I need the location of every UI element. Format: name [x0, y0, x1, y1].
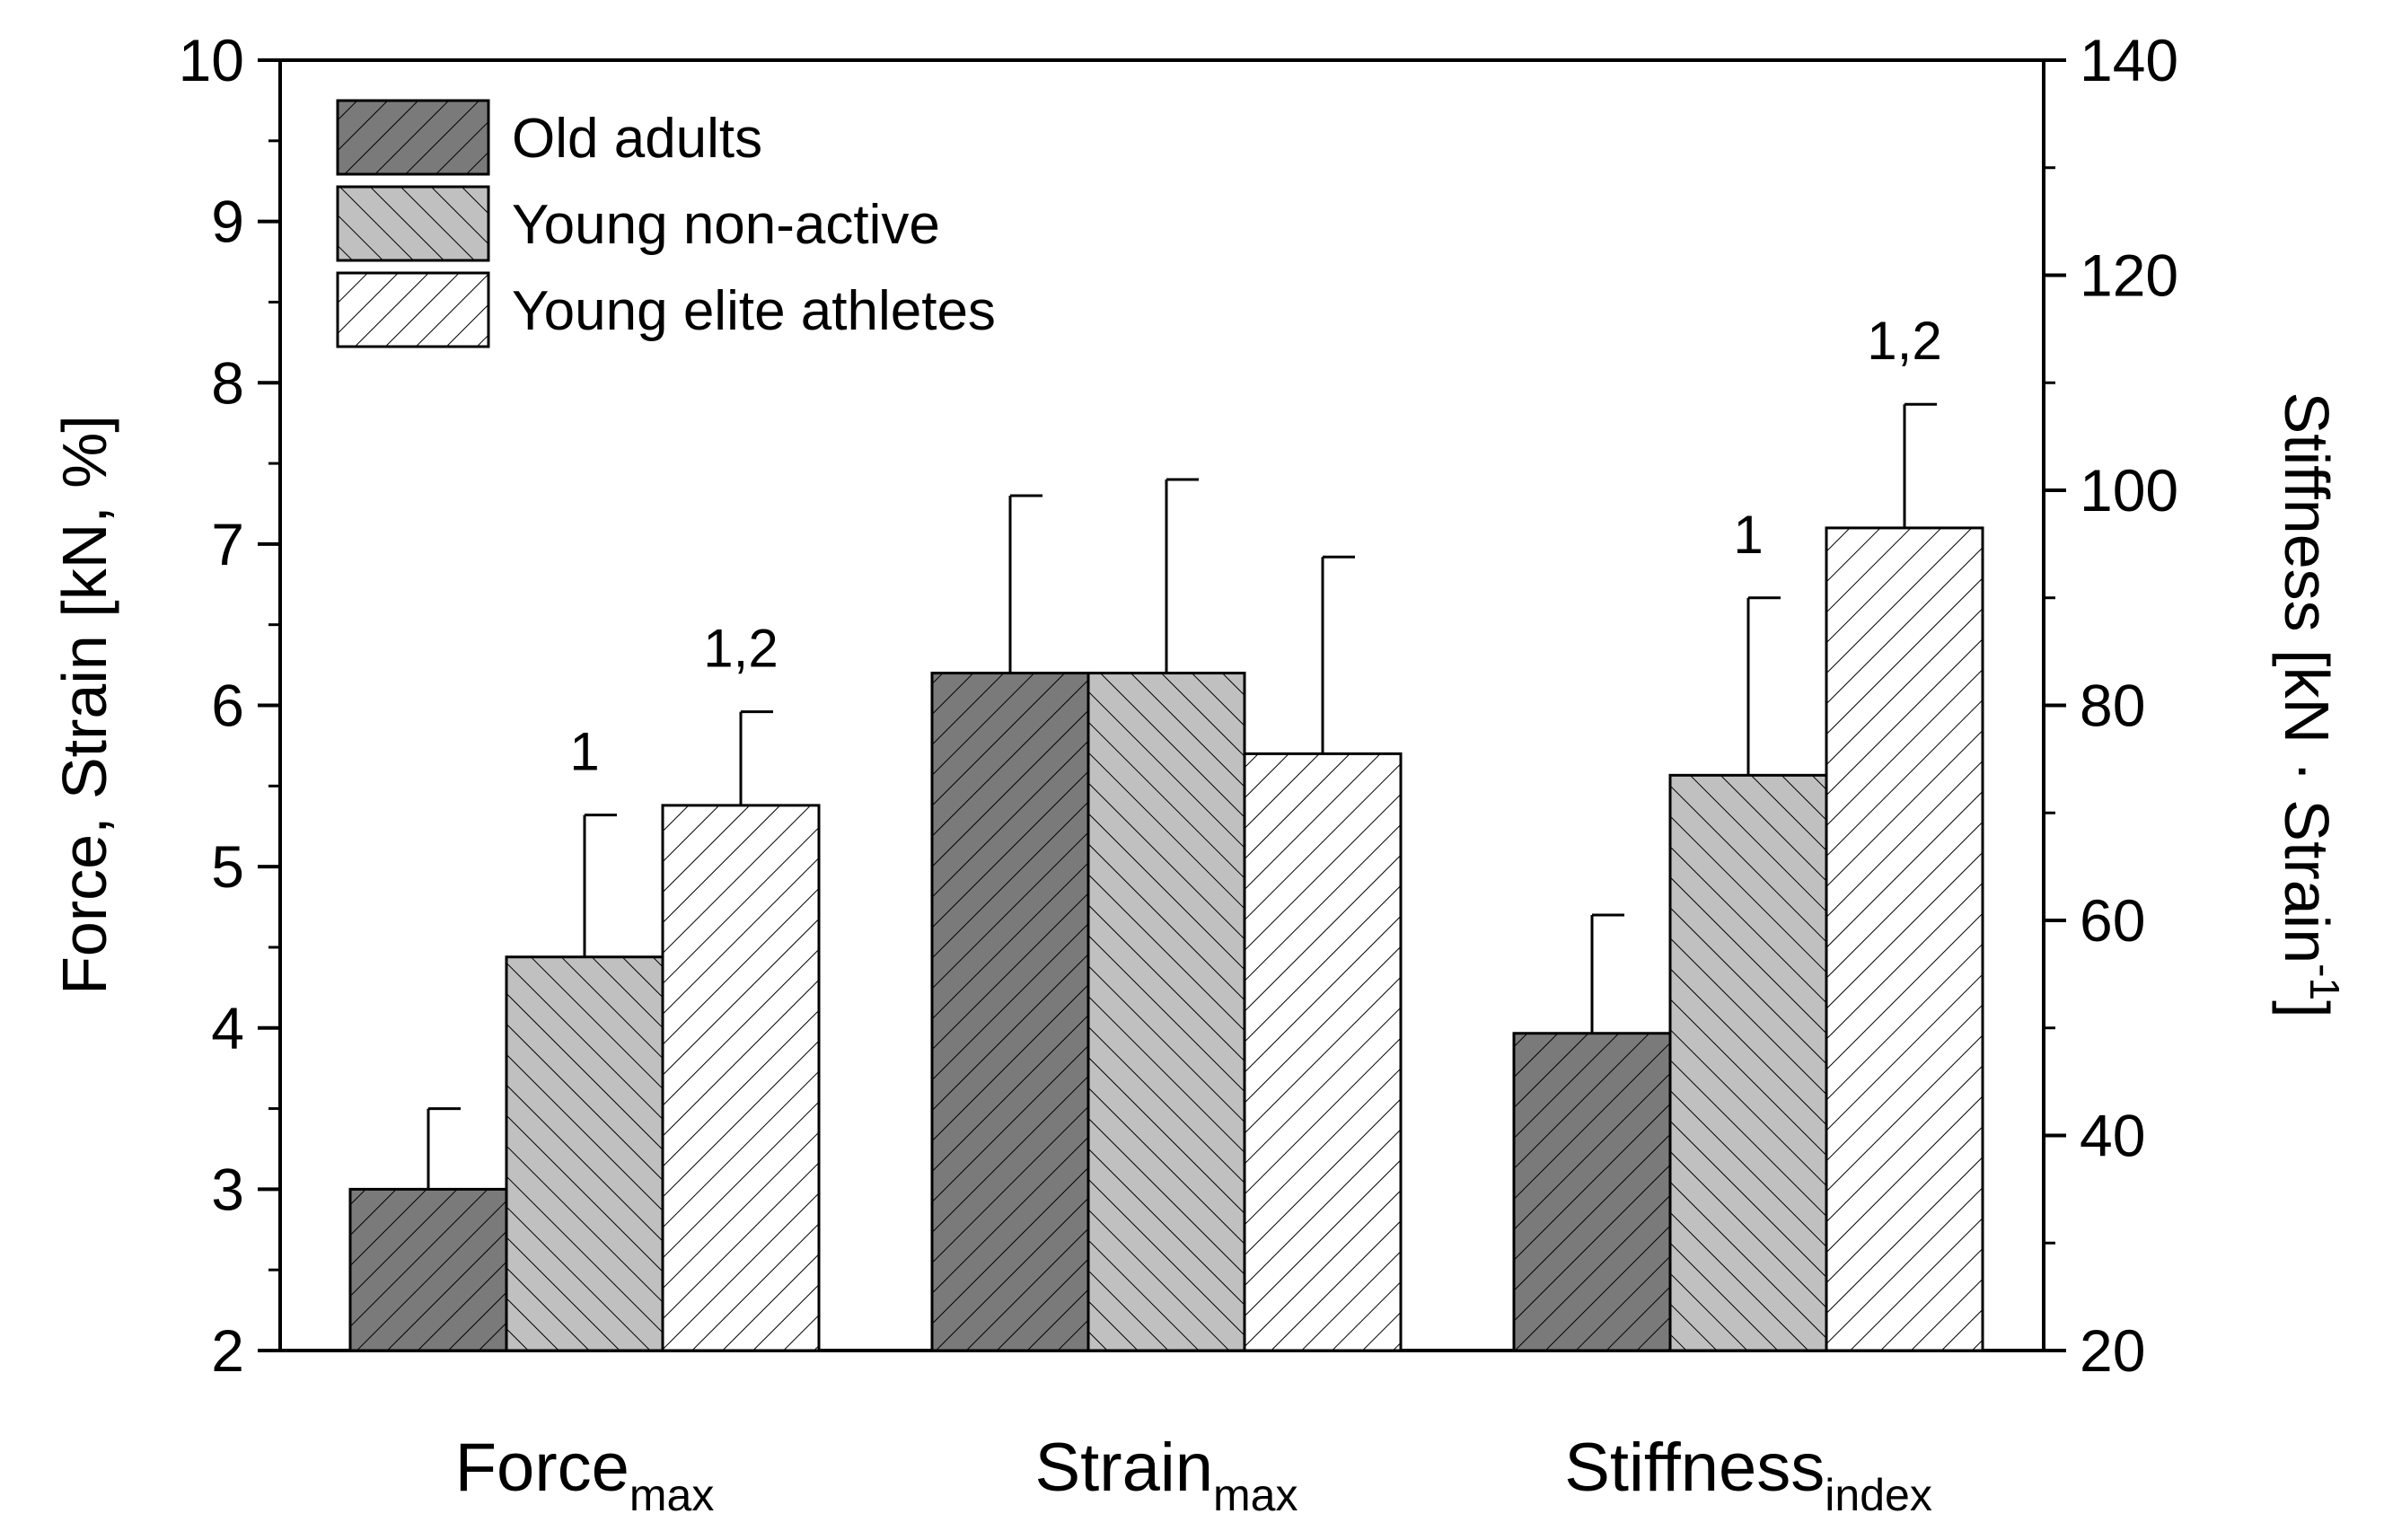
- significance-label: 1: [569, 722, 599, 782]
- y-right-axis-title: Stiffness [kN · Strain-1]: [2272, 392, 2348, 1017]
- x-category-label-sub: index: [1825, 1470, 1932, 1520]
- y-right-axis-title-end: ]: [2272, 1000, 2342, 1017]
- bar-hatch: [505, 955, 664, 1352]
- y-right-tick-label: 120: [2080, 242, 2178, 309]
- y-left-tick-label: 7: [211, 511, 244, 577]
- y-right-tick-label: 140: [2080, 27, 2178, 93]
- legend-swatch-hatch: [336, 99, 490, 176]
- y-left-tick-label: 6: [211, 673, 244, 739]
- bar-hatch: [1086, 672, 1246, 1352]
- legend-swatch-hatch: [336, 271, 490, 348]
- x-category-label: Strainmax: [1034, 1430, 1298, 1520]
- y-right-tick-label: 60: [2080, 887, 2145, 954]
- bar-hatch: [1825, 526, 1984, 1352]
- bar-hatch: [1668, 773, 1828, 1352]
- y-right-tick-label: 40: [2080, 1103, 2145, 1169]
- y-left-tick-label: 5: [211, 833, 244, 900]
- x-category-label-main: Strain: [1034, 1430, 1213, 1506]
- x-category-label-main: Stiffness: [1564, 1430, 1825, 1506]
- x-category-label-sub: max: [629, 1470, 714, 1520]
- legend-label: Old adults: [512, 108, 762, 170]
- y-right-axis-title-main: Stiffness [kN · Strain: [2272, 392, 2342, 964]
- y-left-tick-label: 8: [211, 349, 244, 416]
- y-right-axis-title-sup: -1: [2301, 964, 2348, 1000]
- bar-hatch: [1512, 1032, 1672, 1352]
- y-right-tick-label: 20: [2080, 1317, 2145, 1384]
- y-left-tick-label: 3: [211, 1156, 244, 1222]
- legend-label: Young non-active: [512, 194, 940, 256]
- y-left-tick-label: 2: [211, 1317, 244, 1384]
- y-left-tick-label: 9: [211, 189, 244, 255]
- x-category-label: Stiffnessindex: [1564, 1430, 1932, 1520]
- bar-hatch: [1243, 752, 1403, 1352]
- significance-label: 1,2: [703, 619, 778, 679]
- y-right-tick-label: 80: [2080, 673, 2145, 739]
- x-category-label-sub: max: [1213, 1470, 1298, 1520]
- y-left-tick-label: 4: [211, 995, 244, 1061]
- bar-hatch: [930, 672, 1090, 1352]
- x-category-label-main: Force: [455, 1430, 629, 1506]
- legend-label: Young elite athletes: [512, 280, 996, 342]
- y-right-tick-label: 100: [2080, 457, 2178, 524]
- bar-hatch: [661, 804, 821, 1352]
- x-category-label: Forcemax: [455, 1430, 715, 1520]
- significance-label: 1: [1733, 505, 1763, 565]
- y-left-tick-label: 10: [179, 27, 244, 93]
- significance-label: 1,2: [1867, 311, 1941, 371]
- y-left-axis-title: Force, Strain [kN, %]: [49, 415, 119, 995]
- bar-hatch: [348, 1187, 508, 1352]
- legend-swatch-hatch: [336, 185, 490, 262]
